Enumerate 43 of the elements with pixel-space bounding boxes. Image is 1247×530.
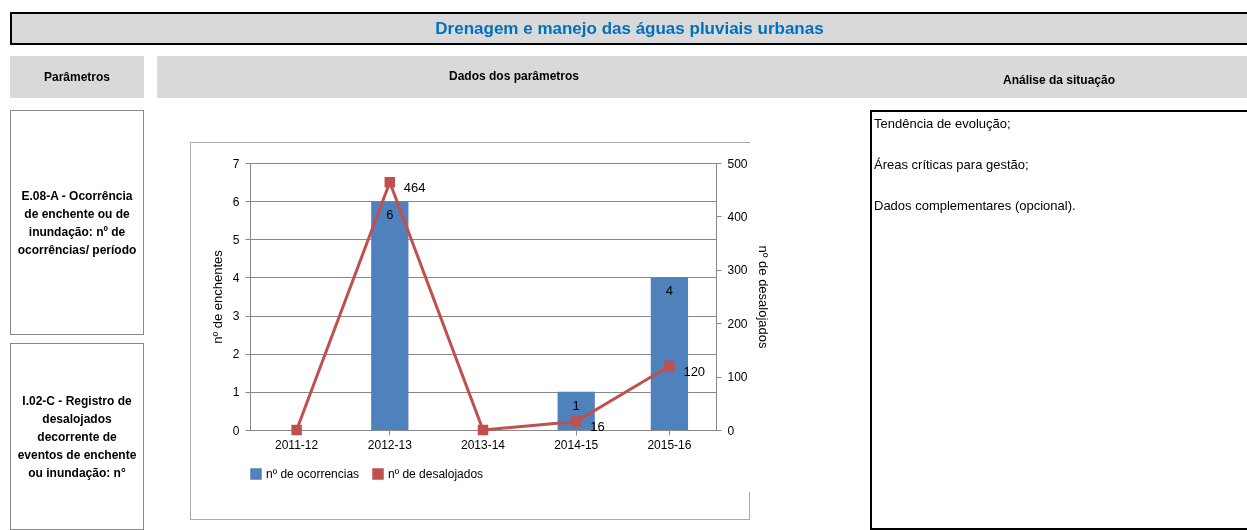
data-label: 4 — [665, 283, 674, 299]
text: E.08-A - Ocorrência de enchente ou de inundação: nº de ocorrências/ período — [10, 110, 144, 335]
y-tick-label: 4 — [232, 270, 240, 285]
data-label: 1 — [572, 397, 580, 413]
text: Dados dos parâmetros — [157, 56, 871, 98]
y2-axis-title: nº de desalojados — [755, 245, 771, 350]
legend-label: nº de ocorrencias — [266, 467, 360, 481]
y-tick-label: 0 — [232, 423, 240, 438]
y2-tick-label: 200 — [727, 316, 748, 331]
legend-label: nº de desalojados — [388, 467, 484, 481]
y-axis-title: nº de enchentes — [209, 249, 225, 344]
y-tick-label: 6 — [232, 194, 240, 209]
point — [664, 360, 675, 372]
text: I.02-C - Registro de desalojados decorrente de eventos de enchente ou inundação: n° — [10, 343, 144, 530]
y-tick-label: 3 — [232, 309, 240, 324]
y-tick-label: 2 — [232, 347, 240, 362]
y-tick-label: 1 — [232, 385, 240, 400]
data-label: 6 — [386, 207, 394, 223]
y2-tick-label: 0 — [727, 423, 735, 438]
y-tick-label: 7 — [232, 156, 240, 171]
point — [570, 416, 582, 427]
text: Tendência de evolução; — [874, 116, 1012, 131]
x-tick-label: 2013-14 — [460, 437, 506, 452]
data-label: 16 — [590, 419, 605, 435]
text: Parâmetros — [10, 56, 144, 98]
text: Dados complementares (opcional). — [874, 198, 1077, 213]
y2-tick-label: 400 — [727, 209, 748, 224]
point — [384, 176, 396, 188]
text: Análise da situação — [871, 56, 1247, 98]
x-tick-label: 2015-16 — [647, 437, 692, 452]
y-tick-label: 5 — [232, 232, 240, 247]
y2-tick-label: 100 — [727, 370, 748, 385]
point — [477, 424, 489, 436]
x-tick-label: 2011-12 — [275, 437, 319, 452]
bar — [371, 201, 409, 430]
y2-tick-label: 300 — [727, 263, 748, 278]
data-label: 464 — [403, 180, 426, 196]
text: Áreas críticas para gestão; — [874, 157, 1030, 172]
y2-tick-label: 500 — [727, 156, 748, 171]
chart-title: Drenagem e manejo das águas pluviais urbanas — [10, 12, 1247, 45]
point — [291, 424, 302, 436]
x-tick-label: 2014-15 — [554, 437, 599, 452]
x-tick-label: 2012-13 — [367, 437, 413, 452]
